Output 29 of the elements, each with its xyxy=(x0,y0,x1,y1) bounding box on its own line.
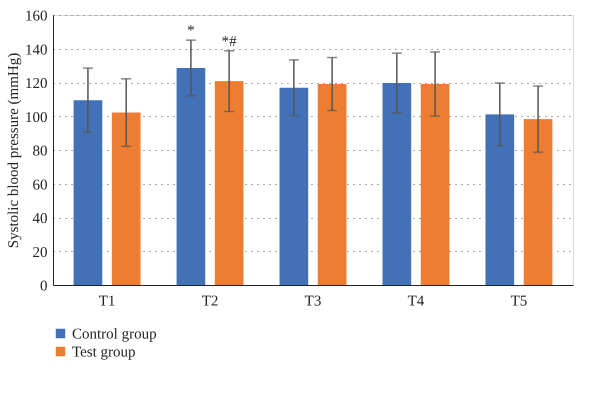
bar xyxy=(420,84,450,285)
x-tick-label: T2 xyxy=(202,294,218,310)
y-tick-label: 60 xyxy=(32,177,48,194)
data-label: *# xyxy=(222,34,238,50)
y-tick-label: 120 xyxy=(25,76,48,92)
y-axis-title: Systolic blood pressure (mmHg) xyxy=(6,52,22,248)
y-tick-label: 80 xyxy=(32,144,48,160)
x-tick-label: T5 xyxy=(510,294,528,310)
bar xyxy=(112,112,141,285)
x-tick-label: T3 xyxy=(304,294,322,310)
legend-label: Control group xyxy=(72,326,157,342)
bar xyxy=(176,68,206,285)
bar xyxy=(382,83,412,285)
y-tick-label: 140 xyxy=(25,42,48,58)
bar xyxy=(485,114,514,285)
bar xyxy=(214,81,244,285)
x-tick-label: T1 xyxy=(98,294,116,310)
y-tick-label: 20 xyxy=(32,244,48,261)
y-tick-label: 40 xyxy=(32,211,48,227)
legend-label: Test group xyxy=(72,344,136,360)
y-tick-label: 160 xyxy=(25,8,48,24)
x-tick-label: T4 xyxy=(408,294,425,310)
bar xyxy=(318,84,346,285)
y-tick-label: 0 xyxy=(40,278,48,294)
data-label: * xyxy=(187,23,195,40)
bar xyxy=(524,119,552,285)
bar xyxy=(280,88,308,285)
y-tick-label: 100 xyxy=(25,110,48,126)
bar xyxy=(74,100,102,285)
